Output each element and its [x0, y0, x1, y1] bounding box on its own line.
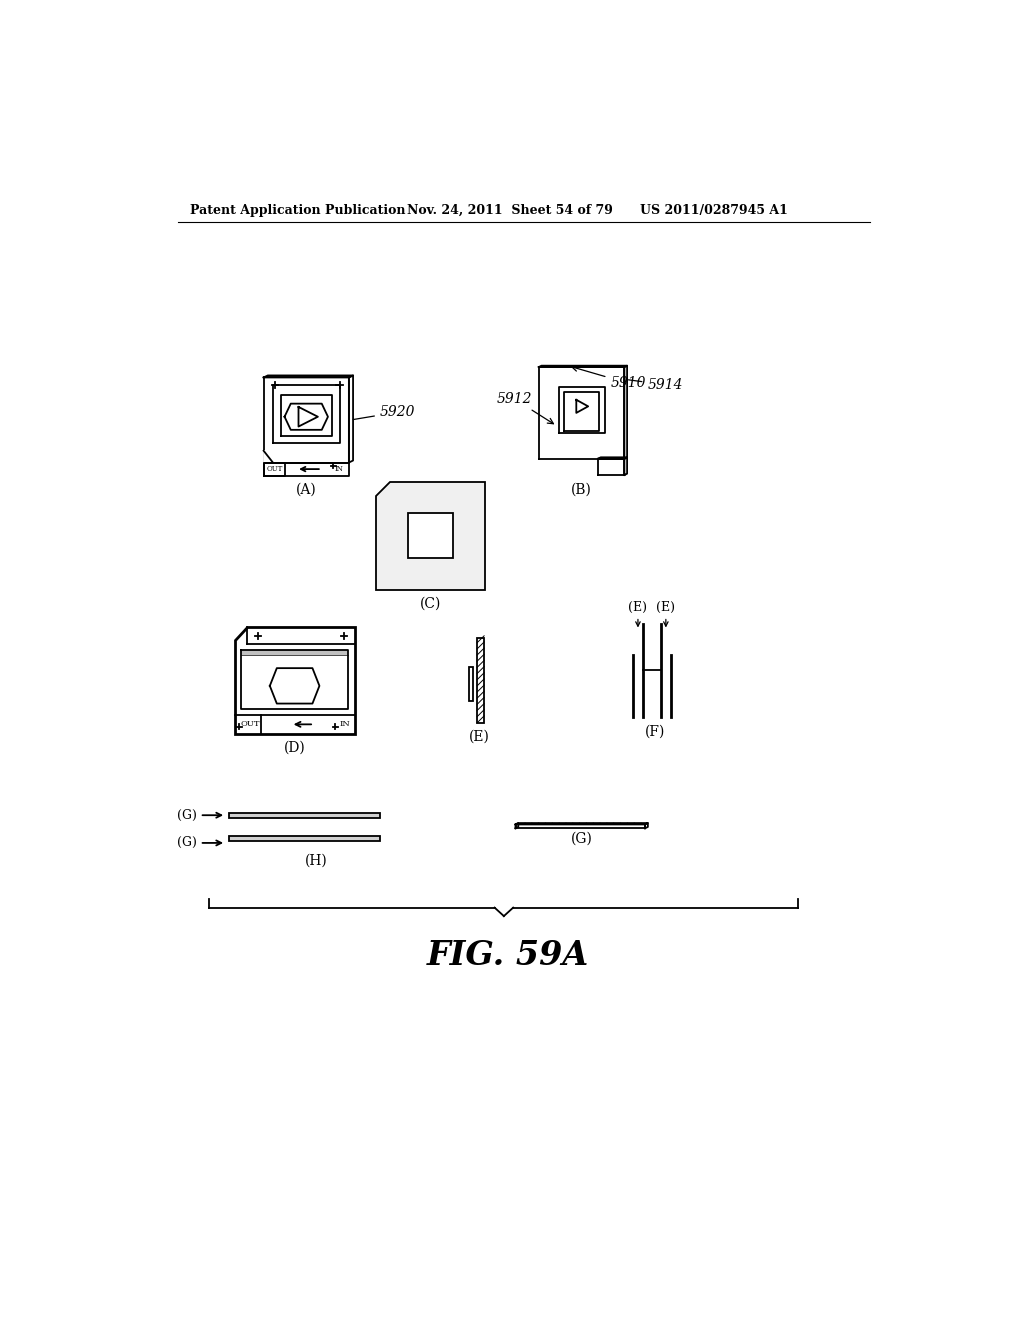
Text: 5912: 5912	[497, 392, 553, 424]
Polygon shape	[234, 627, 354, 734]
Text: (F): (F)	[645, 725, 666, 739]
Bar	[241, 651, 348, 655]
Text: (G): (G)	[570, 832, 593, 846]
Text: OUT: OUT	[241, 721, 260, 729]
Text: (B): (B)	[571, 483, 592, 496]
Text: 5910: 5910	[571, 366, 646, 391]
Text: Patent Application Publication: Patent Application Publication	[190, 205, 406, 218]
Text: (C): (C)	[420, 597, 441, 610]
Text: IN: IN	[339, 721, 350, 729]
Text: 5920: 5920	[353, 405, 416, 420]
Text: (E): (E)	[469, 730, 489, 743]
Text: IN: IN	[335, 465, 344, 473]
Text: 5914: 5914	[629, 378, 683, 392]
Polygon shape	[376, 482, 484, 590]
Text: Nov. 24, 2011  Sheet 54 of 79: Nov. 24, 2011 Sheet 54 of 79	[407, 205, 613, 218]
Bar	[477, 638, 484, 723]
Bar	[229, 813, 380, 817]
Bar	[469, 668, 473, 701]
Text: (H): (H)	[305, 854, 328, 867]
Text: (E): (E)	[656, 601, 676, 626]
Text: FIG. 59A: FIG. 59A	[427, 939, 589, 972]
Bar	[408, 513, 453, 558]
Text: (A): (A)	[296, 483, 316, 498]
Bar	[229, 836, 380, 841]
Text: (G): (G)	[177, 837, 197, 850]
Text: (E): (E)	[629, 601, 647, 626]
Text: (D): (D)	[284, 741, 305, 755]
Text: OUT: OUT	[266, 465, 283, 473]
Text: (G): (G)	[177, 809, 197, 822]
Text: US 2011/0287945 A1: US 2011/0287945 A1	[640, 205, 787, 218]
